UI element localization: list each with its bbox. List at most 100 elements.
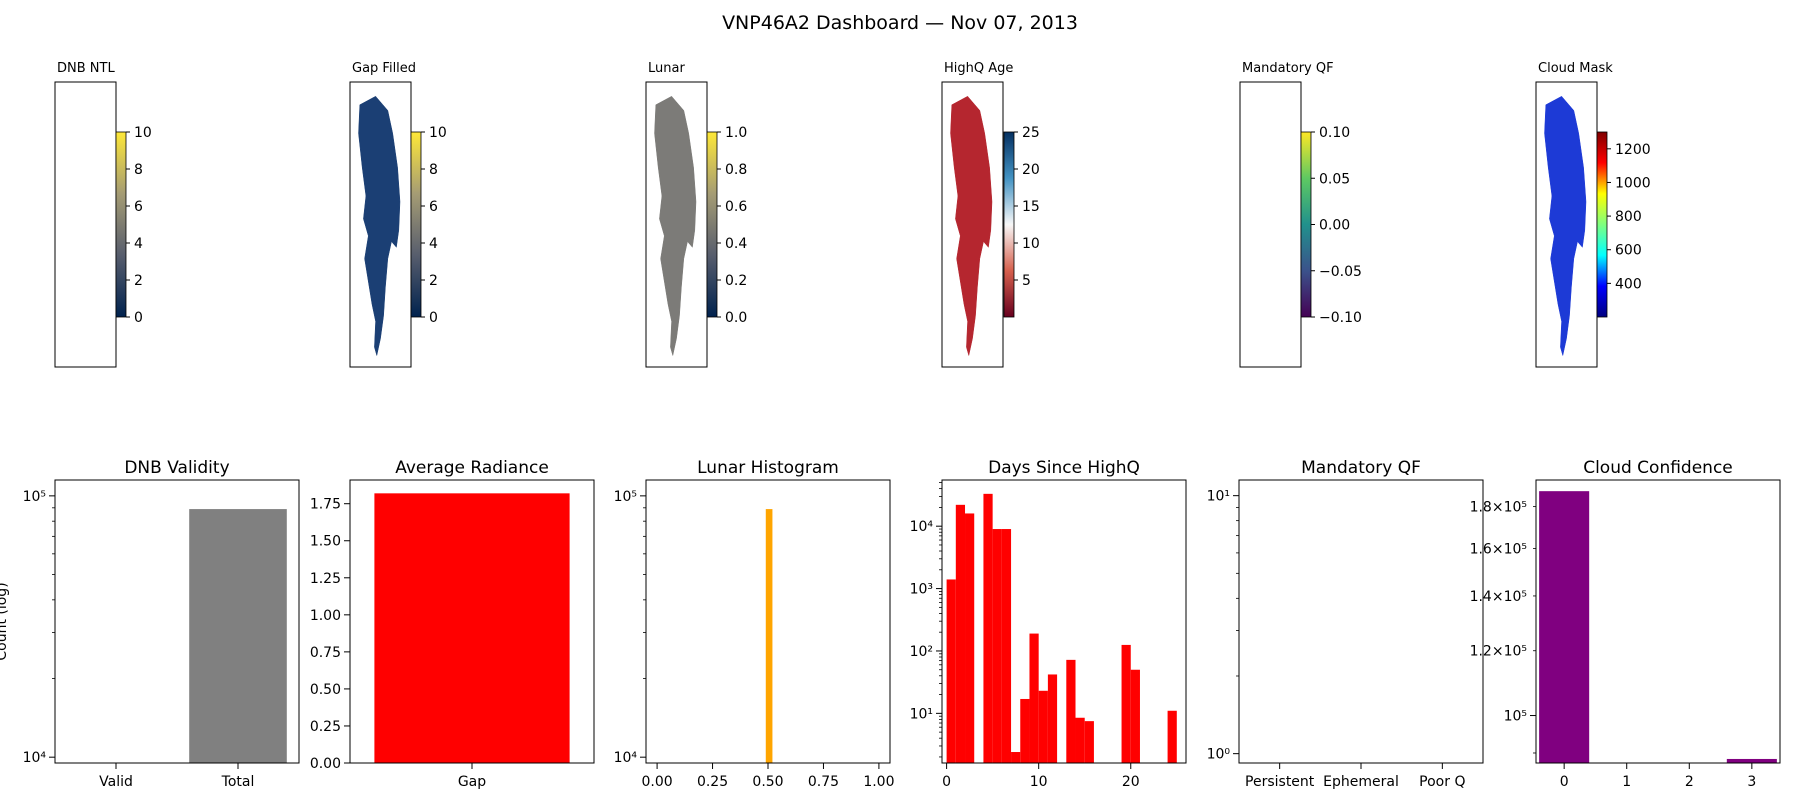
y-tick-label: 10⁵: [23, 489, 46, 505]
histogram-bar: [955, 504, 966, 763]
map-land-area: [1544, 95, 1587, 356]
y-tick-label: 10²: [910, 644, 933, 660]
colorbar-tick-label: 10: [1022, 236, 1040, 252]
colorbar-tick-label: 4: [134, 236, 143, 252]
map-panel-title: Mandatory QF: [1242, 61, 1334, 76]
colorbar-tick-label: 600: [1615, 243, 1642, 259]
colorbar-tick-label: 800: [1615, 209, 1642, 225]
x-tick-label: 20: [1122, 774, 1140, 790]
y-tick-label: 10¹: [910, 706, 933, 722]
colorbar-tick-label: 0.6: [725, 199, 747, 215]
colorbar: [1596, 131, 1608, 318]
x-tick-label: 0.75: [808, 774, 839, 790]
colorbar-tick-label: 1000: [1615, 175, 1651, 191]
colorbar: [1003, 131, 1015, 318]
x-tick-label: 10: [1030, 774, 1048, 790]
map-panel-title: DNB NTL: [57, 61, 115, 76]
x-tick-label: Ephemeral: [1323, 774, 1399, 790]
y-tick-label: 0.25: [310, 719, 341, 735]
x-tick-label: 0.25: [697, 774, 728, 790]
map-panel-title: Gap Filled: [352, 61, 416, 76]
colorbar-tick-label: 8: [429, 162, 438, 178]
y-tick-label: 10¹: [1207, 489, 1230, 505]
colorbar-tick-label: 0: [134, 310, 143, 326]
x-tick-label: Persistent: [1245, 774, 1315, 790]
colorbar-tick-label: 0: [429, 310, 438, 326]
y-tick-label: 10⁴: [23, 750, 47, 766]
histogram-bar: [946, 579, 956, 763]
axes-frame: [349, 479, 595, 764]
colorbar-tick-label: 0.8: [725, 162, 747, 178]
colorbar-tick-label: 8: [134, 162, 143, 178]
histogram-bar: [765, 509, 773, 763]
map-panel-2: Lunar 0.0 0.2 0.4 0.6 0.8 1.0: [645, 61, 747, 368]
colorbar-tick-label: 2: [134, 273, 143, 289]
x-tick-label: Valid: [99, 774, 133, 790]
histogram-bar: [1084, 721, 1094, 763]
map-frame: [54, 81, 117, 368]
histogram-bar: [1001, 529, 1012, 763]
map-panel-title: Lunar: [648, 61, 685, 76]
colorbar-tick-label: 6: [134, 199, 143, 215]
map-frame: [1239, 81, 1302, 368]
y-tick-label: 0.00: [310, 756, 341, 772]
y-tick-label: 1.25: [310, 571, 341, 587]
colorbar-tick-label: −0.10: [1319, 310, 1362, 326]
colorbar-tick-label: 2: [429, 273, 438, 289]
map-land-area: [654, 95, 697, 356]
colorbar-tick-label: 0.10: [1319, 125, 1350, 141]
y-tick-label: 10⁵: [1504, 709, 1527, 725]
chart-title: Lunar Histogram: [697, 458, 839, 478]
y-tick-label: 1.4×10⁵: [1470, 589, 1527, 605]
chart-5: Cloud Confidence 0 1 2 3 10⁵ 1.2×10⁵ 1.4×10⁵ 1.6…: [1470, 458, 1781, 790]
x-tick-label: 0.50: [752, 774, 783, 790]
colorbar-tick-label: 0.0: [725, 310, 747, 326]
y-tick-label: 10⁰: [1207, 747, 1231, 763]
chart-title: Cloud Confidence: [1583, 458, 1733, 478]
histogram-bar: [1167, 710, 1177, 763]
axes-frame: [1535, 479, 1781, 764]
x-tick-label: 0: [1560, 774, 1569, 790]
bar: [1726, 758, 1777, 763]
histogram-bar: [1075, 717, 1085, 763]
colorbar-tick-label: 15: [1022, 199, 1040, 215]
chart-title: Mandatory QF: [1301, 458, 1421, 478]
histogram-bar: [983, 493, 993, 763]
chart-title: DNB Validity: [124, 458, 229, 478]
chart-0: DNB Validity Valid Total 10⁴ 10⁵ Count (log): [0, 458, 300, 790]
bar: [189, 509, 287, 763]
x-tick-label: 3: [1747, 774, 1756, 790]
map-panel-3: HighQ Age 5 10 15 20 25: [941, 61, 1040, 368]
colorbar-tick-label: 0.05: [1319, 171, 1350, 187]
histogram-bar: [1029, 633, 1039, 763]
colorbar-tick-label: −0.05: [1319, 264, 1362, 280]
map-panel-title: Cloud Mask: [1538, 61, 1613, 76]
x-tick-label: Total: [221, 774, 255, 790]
colorbar-tick-label: 25: [1022, 125, 1040, 141]
map-panel-5: Cloud Mask 400 600 800 1000 1200: [1535, 61, 1651, 368]
colorbar-tick-label: 20: [1022, 162, 1040, 178]
y-tick-label: 10⁴: [614, 750, 638, 766]
colorbar: [706, 131, 718, 318]
chart-2: Lunar Histogram 0.00 0.25 0.50 0.75 1.00 10⁴ 10…: [614, 458, 895, 790]
axes-frame: [645, 479, 891, 764]
y-tick-label: 10³: [910, 582, 933, 598]
dashboard-title: VNP46A2 Dashboard — Nov 07, 2013: [722, 12, 1078, 34]
map-land-area: [358, 95, 401, 356]
x-tick-label: 0: [942, 774, 951, 790]
y-tick-label: 1.75: [310, 497, 341, 513]
colorbar: [115, 131, 127, 318]
chart-4: Mandatory QF Persistent Ephemeral Poor Q 10⁰…: [1207, 458, 1484, 790]
histogram-bar: [1011, 752, 1021, 763]
x-tick-label: 1.00: [863, 774, 894, 790]
chart-title: Average Radiance: [395, 458, 549, 478]
y-tick-label: 1.8×10⁵: [1470, 500, 1527, 516]
colorbar-tick-label: 400: [1615, 276, 1642, 292]
bar: [1539, 491, 1590, 763]
histogram-bar: [992, 529, 1002, 763]
histogram-bar: [1020, 698, 1030, 763]
y-tick-label: 10⁵: [614, 489, 637, 505]
axes-frame: [1238, 479, 1484, 764]
colorbar-tick-label: 5: [1022, 273, 1031, 289]
